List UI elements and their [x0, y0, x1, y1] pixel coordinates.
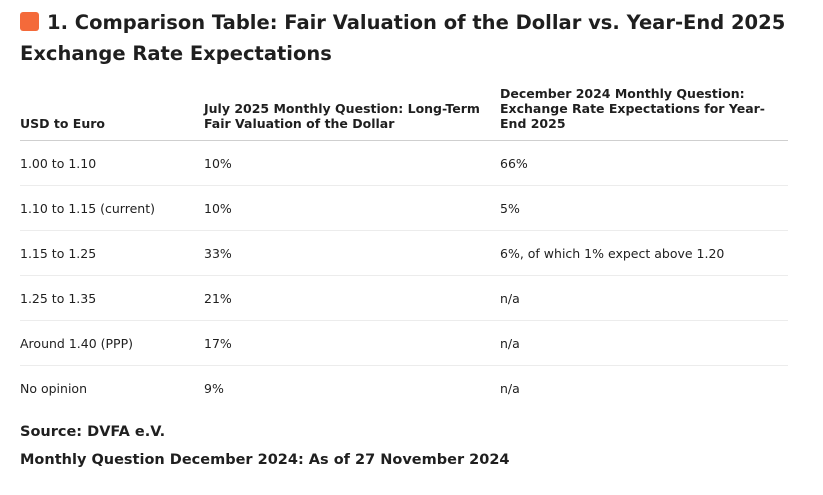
column-header-usd-to-euro: USD to Euro	[20, 80, 204, 141]
column-header-july-2025: July 2025 Monthly Question: Long-Term Fa…	[204, 80, 500, 141]
table-row: 1.00 to 1.10 10% 66%	[20, 140, 788, 186]
table-row: Around 1.40 (PPP) 17% n/a	[20, 320, 788, 366]
as-of-note: Monthly Question December 2024: As of 27…	[20, 452, 510, 468]
column-header-december-2024: December 2024 Monthly Question: Exchange…	[500, 80, 788, 141]
table-cell-range: 1.15 to 1.25	[20, 230, 204, 276]
comparison-table: USD to Euro July 2025 Monthly Question: …	[20, 80, 788, 410]
table-header-row: USD to Euro July 2025 Monthly Question: …	[20, 80, 788, 141]
table-cell-december-2024: 6%, of which 1% expect above 1.20	[500, 230, 788, 276]
source-note: Source: DVFA e.V.	[20, 424, 166, 440]
table-cell-range: 1.10 to 1.15 (current)	[20, 185, 204, 231]
orange-square-icon	[20, 12, 39, 31]
table-cell-july-2025: 17%	[204, 320, 500, 366]
table-cell-july-2025: 10%	[204, 185, 500, 231]
table-cell-december-2024: 66%	[500, 140, 788, 186]
table-cell-range: No opinion	[20, 380, 87, 396]
table-cell-range: 1.25 to 1.35	[20, 275, 204, 321]
table-cell-december-2024: n/a	[500, 275, 788, 321]
table-row: 1.25 to 1.35 21% n/a	[20, 275, 788, 321]
table-cell-july-2025: 21%	[204, 275, 500, 321]
table-row: No opinion 9% n/a	[20, 366, 788, 411]
table-cell-december-2024: n/a	[500, 380, 520, 396]
table-cell-july-2025: 33%	[204, 230, 500, 276]
table-row: 1.10 to 1.15 (current) 10% 5%	[20, 185, 788, 231]
table-cell-july-2025: 10%	[204, 140, 500, 186]
table-cell-december-2024: 5%	[500, 185, 788, 231]
table-cell-july-2025: 9%	[204, 380, 224, 396]
section-heading-text: 1. Comparison Table: Fair Valuation of t…	[20, 11, 786, 65]
table-cell-range: Around 1.40 (PPP)	[20, 320, 204, 366]
table-cell-range: 1.00 to 1.10	[20, 140, 204, 186]
section-heading: 1. Comparison Table: Fair Valuation of t…	[20, 7, 810, 69]
table-cell-december-2024: n/a	[500, 320, 788, 366]
table-row: 1.15 to 1.25 33% 6%, of which 1% expect …	[20, 230, 788, 276]
